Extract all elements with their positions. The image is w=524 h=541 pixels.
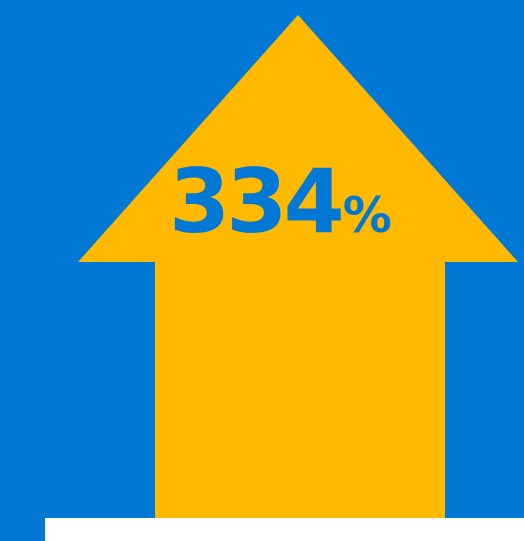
stat-unit: %	[342, 187, 392, 244]
stat-number: 334	[169, 150, 345, 253]
arrow-shape	[78, 15, 518, 541]
stat-value: 334 %	[169, 158, 392, 246]
footer-panel	[45, 518, 524, 541]
